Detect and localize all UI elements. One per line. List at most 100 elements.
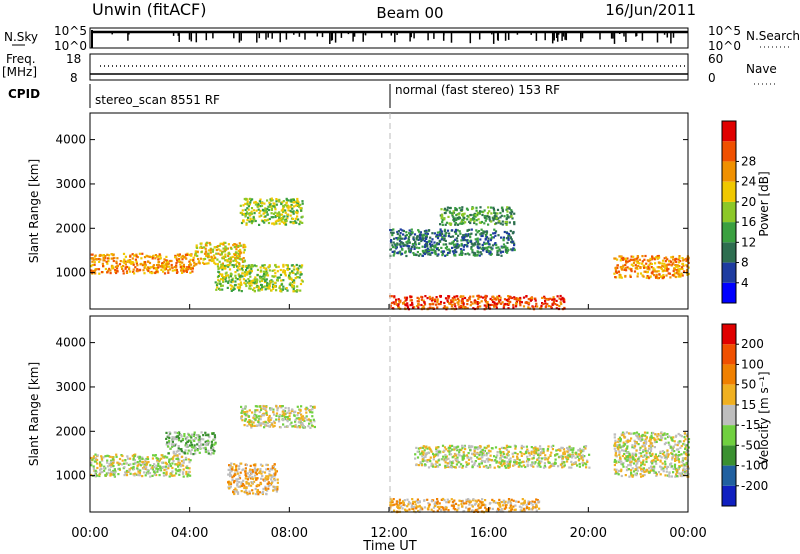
data-cell bbox=[514, 447, 517, 450]
data-cell bbox=[401, 229, 404, 232]
data-cell bbox=[194, 446, 197, 450]
data-cell bbox=[192, 446, 195, 449]
y-tick-label: 3000 bbox=[55, 177, 86, 191]
data-cell bbox=[543, 457, 546, 460]
data-cell bbox=[435, 502, 438, 505]
data-cell bbox=[538, 464, 541, 467]
data-cell bbox=[532, 306, 535, 309]
data-cell bbox=[457, 504, 460, 507]
data-cell bbox=[264, 279, 267, 282]
data-cell bbox=[489, 251, 492, 254]
data-cell bbox=[441, 218, 444, 221]
data-cell bbox=[113, 256, 116, 260]
data-cell bbox=[462, 295, 465, 298]
data-cell bbox=[284, 221, 287, 224]
data-cell bbox=[510, 209, 513, 212]
data-cell bbox=[259, 277, 262, 280]
data-cell bbox=[412, 505, 416, 509]
data-cell bbox=[511, 240, 514, 243]
data-cell bbox=[448, 453, 451, 456]
data-cell bbox=[649, 275, 652, 278]
data-cell bbox=[227, 243, 230, 246]
data-cell bbox=[568, 455, 571, 458]
data-cell bbox=[237, 252, 240, 255]
data-cell bbox=[501, 504, 504, 507]
data-cell bbox=[131, 257, 134, 260]
data-cell bbox=[243, 274, 247, 277]
data-cell bbox=[457, 461, 460, 464]
data-cell bbox=[259, 470, 262, 473]
data-cell bbox=[552, 298, 555, 301]
data-cell bbox=[94, 460, 97, 463]
data-cell bbox=[213, 436, 217, 439]
data-cell bbox=[259, 275, 262, 278]
data-cell bbox=[269, 407, 272, 410]
data-cell bbox=[507, 238, 510, 241]
data-cell bbox=[293, 201, 296, 204]
data-cell bbox=[173, 474, 176, 477]
data-cell bbox=[172, 450, 175, 453]
data-cell bbox=[311, 408, 314, 411]
data-cell bbox=[260, 286, 264, 289]
data-cell bbox=[502, 451, 505, 454]
data-cell bbox=[405, 298, 408, 301]
data-cell bbox=[451, 444, 454, 447]
data-cell bbox=[469, 456, 472, 459]
data-cell bbox=[296, 289, 299, 292]
data-cell bbox=[125, 271, 129, 274]
data-cell bbox=[138, 455, 141, 458]
data-cell bbox=[297, 201, 300, 204]
data-cell bbox=[476, 245, 479, 248]
data-cell bbox=[183, 451, 186, 454]
data-cell bbox=[619, 275, 622, 278]
data-cell bbox=[212, 259, 215, 262]
data-cell bbox=[147, 269, 150, 273]
data-cell bbox=[499, 299, 502, 302]
data-cell bbox=[434, 244, 437, 247]
data-cell bbox=[253, 464, 256, 467]
data-cell bbox=[514, 451, 517, 455]
data-cell bbox=[267, 481, 270, 484]
data-cell bbox=[130, 261, 133, 264]
colorbar-segment bbox=[722, 141, 736, 162]
data-cell bbox=[431, 232, 434, 235]
data-cell bbox=[159, 257, 162, 260]
data-cell bbox=[458, 253, 461, 256]
data-cell bbox=[275, 198, 278, 201]
data-cell bbox=[531, 500, 534, 503]
data-cell bbox=[651, 444, 654, 448]
data-cell bbox=[259, 266, 262, 269]
data-cell bbox=[447, 509, 450, 512]
data-cell bbox=[687, 266, 690, 269]
data-cell bbox=[632, 264, 635, 267]
data-cell bbox=[424, 232, 427, 235]
data-cell bbox=[423, 303, 427, 306]
data-cell bbox=[248, 409, 251, 412]
data-cell bbox=[584, 445, 588, 448]
data-cell bbox=[184, 449, 187, 452]
data-cell bbox=[510, 212, 513, 216]
data-cell bbox=[250, 420, 253, 423]
data-cell bbox=[470, 301, 473, 304]
data-cell bbox=[271, 205, 274, 208]
data-cell bbox=[505, 453, 508, 456]
data-cell bbox=[515, 460, 518, 463]
data-cell bbox=[116, 264, 119, 268]
data-cell bbox=[676, 265, 679, 268]
data-cell bbox=[123, 462, 126, 465]
data-cell bbox=[499, 454, 502, 457]
data-cell bbox=[670, 256, 673, 259]
data-cell bbox=[459, 222, 462, 225]
data-cell bbox=[295, 209, 299, 212]
data-cell bbox=[267, 419, 270, 422]
data-cell bbox=[412, 507, 415, 511]
data-cell bbox=[471, 218, 475, 221]
data-cell bbox=[561, 462, 564, 465]
data-cell bbox=[412, 252, 415, 255]
data-cell bbox=[140, 257, 143, 260]
data-cell bbox=[242, 251, 245, 254]
data-cell bbox=[413, 245, 416, 248]
data-cell bbox=[160, 457, 163, 460]
data-cell bbox=[264, 421, 267, 424]
data-cell bbox=[235, 467, 238, 470]
